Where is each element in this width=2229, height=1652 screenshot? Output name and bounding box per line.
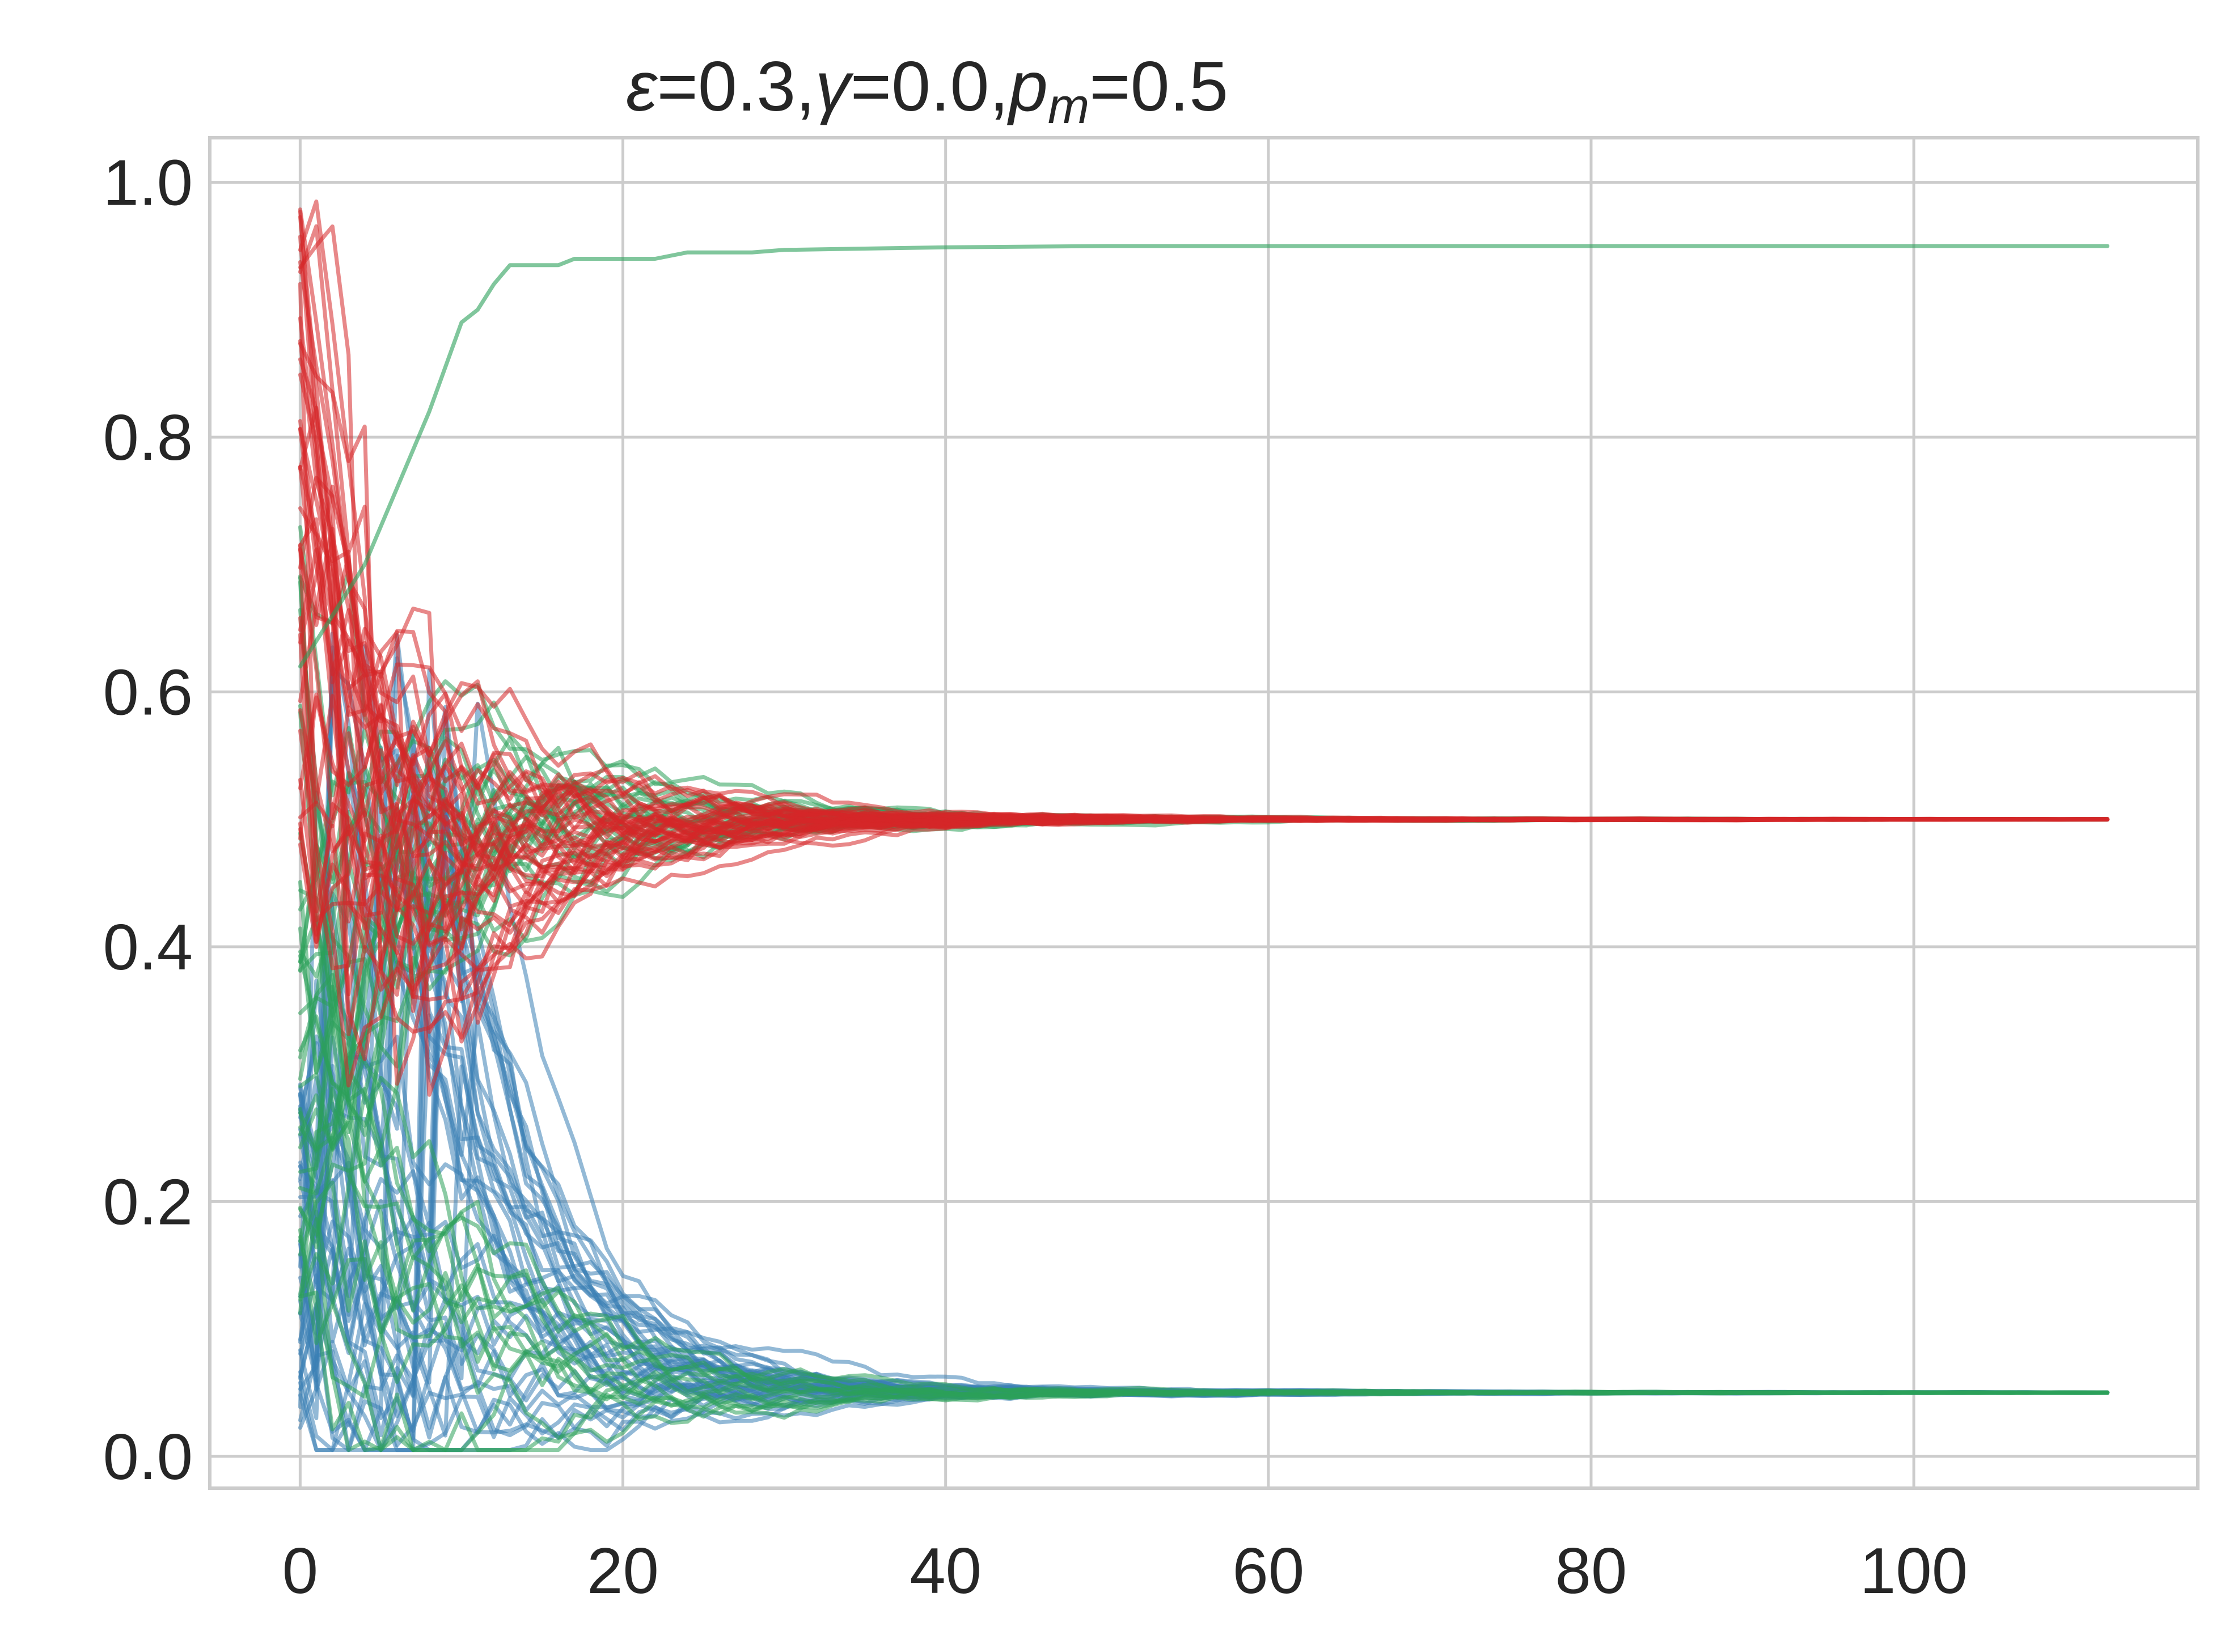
y-tick-label: 0.8 [103, 402, 193, 474]
y-tick-label: 0.6 [103, 657, 193, 729]
x-tick-label: 20 [587, 1535, 659, 1607]
series-lines [298, 199, 2110, 1452]
title-gamma: γ [815, 48, 854, 126]
chart-title: ε=0.3,γ=0.0,pm=0.5 [626, 48, 1228, 134]
plot-frame [208, 136, 2200, 1490]
title-epsilon-value: =0.3, [657, 48, 815, 126]
x-tick-label: 40 [910, 1535, 982, 1607]
y-tick-label: 0.4 [103, 912, 193, 984]
green-upper-series-line [298, 244, 2110, 669]
tick-labels: 0 20 40 60 80 100 0.0 0.2 0.4 0.6 0.8 1.0 [103, 147, 1968, 1607]
x-tick-label: 0 [282, 1535, 318, 1607]
green-series-line [298, 880, 2110, 1420]
title-p-subscript: m [1048, 78, 1089, 134]
title-epsilon: ε [626, 48, 658, 126]
y-tick-label: 0.0 [103, 1421, 193, 1493]
y-tick-label: 0.2 [103, 1166, 193, 1238]
title-p: p [1006, 48, 1048, 126]
x-tick-label: 100 [1860, 1535, 1968, 1607]
title-p-value: =0.5 [1089, 48, 1228, 126]
y-tick-label: 1.0 [103, 147, 193, 219]
x-tick-label: 80 [1555, 1535, 1627, 1607]
red-series-line [298, 316, 2110, 1013]
x-tick-label: 60 [1232, 1535, 1304, 1607]
title-gamma-value: =0.0, [851, 48, 1009, 126]
